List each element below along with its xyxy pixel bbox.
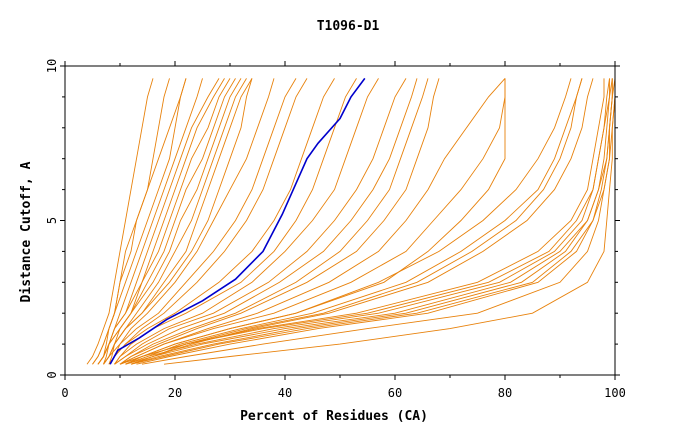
model-curve-5 — [97, 78, 203, 365]
model-curve-17 — [108, 78, 335, 365]
model-curve-20 — [114, 78, 407, 365]
x-tick-label: 0 — [61, 386, 68, 400]
model-curve-34 — [125, 78, 613, 365]
chart-title: T1096-D1 — [317, 19, 380, 34]
model-curve-33 — [125, 78, 610, 365]
model-curve-3 — [97, 78, 187, 365]
model-curve-28 — [125, 78, 583, 365]
model-curve-37 — [136, 78, 616, 365]
model-curve-30 — [130, 78, 594, 365]
model-curve-4 — [92, 78, 187, 365]
x-tick-label: 100 — [604, 386, 626, 400]
model-curve-19 — [114, 78, 379, 365]
x-tick-label: 40 — [278, 386, 292, 400]
y-axis: 0 5 10 — [45, 59, 620, 379]
highlight-layer — [109, 77, 366, 365]
model-curve-1 — [86, 78, 154, 365]
model-curve-32 — [119, 78, 610, 365]
x-tick-label: 20 — [168, 386, 182, 400]
highlight-curve — [109, 77, 366, 365]
model-curve-27 — [125, 78, 572, 365]
model-curve-23 — [119, 78, 440, 365]
model-curve-21 — [114, 78, 418, 365]
model-curve-39 — [163, 78, 616, 365]
y-tick-label: 5 — [45, 217, 59, 224]
model-curve-25 — [119, 78, 506, 365]
x-axis-label: Percent of Residues (CA) — [240, 409, 428, 424]
model-curve-18 — [114, 78, 357, 365]
x-tick-label: 60 — [388, 386, 402, 400]
plot-lines — [86, 78, 616, 365]
model-curve-13 — [108, 78, 253, 365]
x-axis: 0 20 40 60 80 100 — [61, 61, 626, 400]
model-curve-10 — [97, 78, 242, 365]
model-curve-15 — [108, 78, 297, 365]
x-tick-label: 80 — [498, 386, 512, 400]
y-tick-label: 0 — [45, 371, 59, 378]
y-tick-label: 10 — [45, 59, 59, 73]
y-axis-label: Distance Cutoff, A — [19, 161, 34, 302]
model-curve-22 — [119, 78, 429, 365]
